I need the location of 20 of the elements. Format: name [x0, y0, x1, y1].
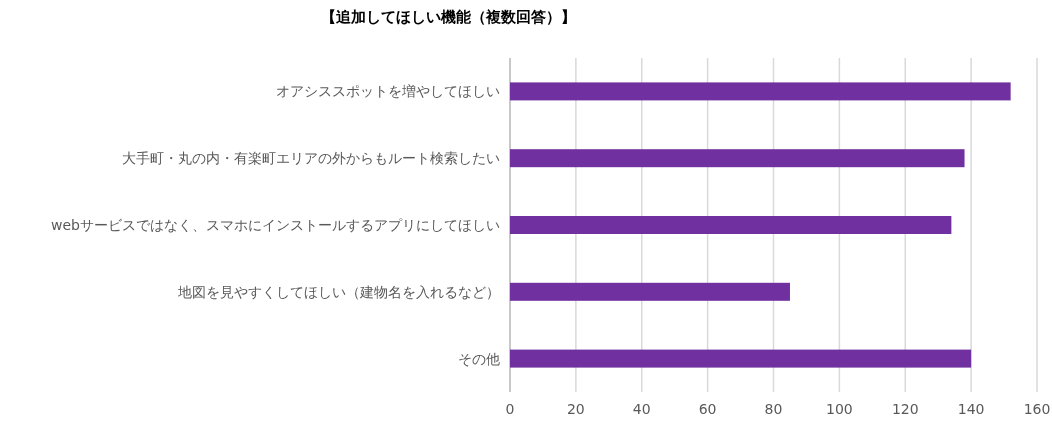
chart-title: 【追加してほしい機能（複数回答）】: [320, 8, 576, 26]
bar: [510, 216, 952, 234]
bar: [510, 82, 1011, 101]
x-tick-label: 60: [698, 401, 717, 417]
bar: [510, 349, 972, 368]
y-tick-label: その他: [458, 350, 500, 367]
y-tick-label: webサービスではなく、スマホにインストールするアプリにしてほしい: [51, 217, 500, 233]
x-tick-label: 120: [891, 401, 919, 417]
x-tick-label: 160: [1023, 401, 1051, 417]
x-tick-label: 140: [957, 401, 985, 417]
y-tick-label: 大手町・丸の内・有楽町エリアの外からもルート検索したい: [122, 150, 500, 167]
x-tick-label: 20: [566, 401, 585, 417]
x-tick-label: 40: [632, 401, 651, 417]
x-tick-label: 80: [764, 401, 783, 417]
y-tick-label: 地図を見やすくしてほしい（建物名を入れるなど）: [177, 283, 500, 300]
x-tick-label: 100: [826, 401, 853, 417]
bar: [510, 282, 790, 301]
y-tick-label: オアシススポットを増やしてほしい: [276, 83, 500, 100]
x-tick-label: 0: [505, 401, 515, 417]
bar: [510, 149, 965, 168]
